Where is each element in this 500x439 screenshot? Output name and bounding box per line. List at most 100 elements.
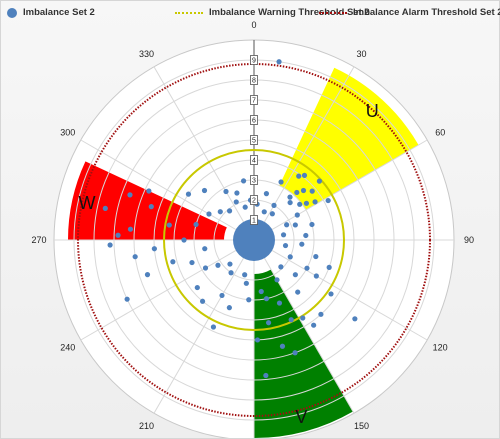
data-point[interactable] (282, 242, 289, 249)
data-point[interactable] (189, 259, 195, 266)
data-point[interactable] (269, 211, 275, 217)
data-point[interactable] (228, 270, 234, 276)
data-point[interactable] (261, 209, 267, 215)
data-point[interactable] (170, 259, 176, 265)
data-point[interactable] (294, 189, 300, 196)
legend-item-warning-threshold[interactable]: Imbalance Warning Threshold Set 2 (175, 7, 370, 18)
data-point[interactable] (352, 316, 358, 322)
data-point[interactable] (294, 212, 300, 218)
data-point[interactable] (202, 265, 209, 271)
data-point[interactable] (271, 202, 277, 208)
data-point[interactable] (263, 372, 269, 379)
data-point[interactable] (274, 277, 280, 283)
data-point[interactable] (206, 211, 212, 217)
data-point[interactable] (309, 221, 315, 228)
data-point[interactable] (201, 187, 208, 194)
data-point[interactable] (303, 232, 309, 239)
data-point[interactable] (148, 204, 154, 210)
data-point[interactable] (124, 296, 130, 302)
data-point[interactable] (303, 200, 310, 206)
data-point[interactable] (318, 311, 324, 317)
data-point[interactable] (278, 264, 284, 270)
data-point[interactable] (316, 178, 322, 184)
data-point[interactable] (295, 289, 301, 295)
legend-item-alarm-threshold[interactable]: Imbalance Alarm Threshold Set 2 (319, 7, 500, 18)
data-point[interactable] (309, 188, 315, 194)
grid-spoke (253, 239, 428, 341)
data-point[interactable] (202, 246, 208, 252)
data-point[interactable] (234, 190, 240, 196)
data-point[interactable] (242, 204, 248, 210)
sectors (68, 67, 419, 438)
data-point[interactable] (233, 199, 239, 205)
data-point[interactable] (328, 291, 334, 297)
data-point[interactable] (107, 242, 113, 248)
data-point[interactable] (288, 317, 294, 323)
data-point[interactable] (287, 199, 293, 206)
data-point[interactable] (199, 298, 206, 304)
data-point[interactable] (292, 222, 298, 228)
data-point[interactable] (193, 221, 199, 228)
data-point[interactable] (227, 261, 233, 267)
data-point[interactable] (263, 191, 270, 197)
data-point[interactable] (210, 324, 217, 330)
data-point[interactable] (226, 208, 233, 214)
angle-tick-label: 0 (251, 20, 256, 30)
data-point[interactable] (279, 343, 286, 349)
data-point[interactable] (311, 322, 317, 328)
sector-label-w: W (79, 193, 96, 213)
data-point[interactable] (313, 253, 319, 260)
data-point[interactable] (166, 222, 172, 228)
data-point[interactable] (304, 265, 310, 271)
data-point[interactable] (284, 222, 290, 228)
data-point[interactable] (151, 246, 157, 252)
data-point[interactable] (240, 178, 247, 184)
data-point[interactable] (215, 262, 221, 268)
data-point[interactable] (127, 226, 134, 232)
angle-tick-label: 270 (31, 235, 46, 245)
data-point[interactable] (325, 197, 331, 204)
data-point[interactable] (276, 59, 282, 65)
data-point[interactable] (185, 191, 192, 197)
data-point[interactable] (276, 300, 283, 306)
data-point[interactable] (194, 284, 200, 291)
data-point[interactable] (181, 237, 187, 243)
data-point[interactable] (242, 272, 248, 278)
data-point[interactable] (144, 272, 151, 278)
radial-tick-label: 4 (252, 158, 256, 165)
data-point[interactable] (299, 241, 305, 247)
data-point[interactable] (278, 179, 284, 185)
data-point[interactable] (296, 173, 302, 179)
data-point[interactable] (243, 280, 249, 286)
data-point[interactable] (280, 232, 287, 238)
data-point[interactable] (297, 201, 303, 207)
data-point[interactable] (246, 297, 252, 303)
data-point[interactable] (287, 254, 293, 260)
data-point[interactable] (102, 205, 108, 211)
data-point[interactable] (292, 350, 298, 356)
data-point[interactable] (292, 272, 298, 278)
data-point[interactable] (223, 188, 229, 195)
legend-item-imbalance[interactable]: Imbalance Set 2 (7, 7, 95, 18)
data-point[interactable] (312, 199, 318, 205)
data-point[interactable] (258, 288, 264, 295)
data-point[interactable] (254, 337, 261, 343)
data-point[interactable] (127, 192, 133, 198)
data-point[interactable] (132, 254, 138, 260)
data-point[interactable] (301, 172, 308, 178)
data-point[interactable] (115, 232, 121, 238)
data-point[interactable] (326, 264, 332, 270)
data-point[interactable] (300, 315, 306, 321)
data-point[interactable] (265, 320, 272, 326)
data-point[interactable] (300, 187, 307, 194)
data-point[interactable] (226, 305, 232, 311)
sector-labels: U V W (79, 101, 379, 427)
data-point[interactable] (287, 194, 293, 200)
legend-label-imbalance: Imbalance Set 2 (23, 7, 95, 18)
data-point[interactable] (146, 188, 152, 194)
data-point[interactable] (313, 273, 319, 279)
data-point[interactable] (217, 209, 223, 215)
data-point[interactable] (263, 296, 270, 302)
sector-v (254, 269, 353, 438)
data-point[interactable] (219, 292, 225, 299)
